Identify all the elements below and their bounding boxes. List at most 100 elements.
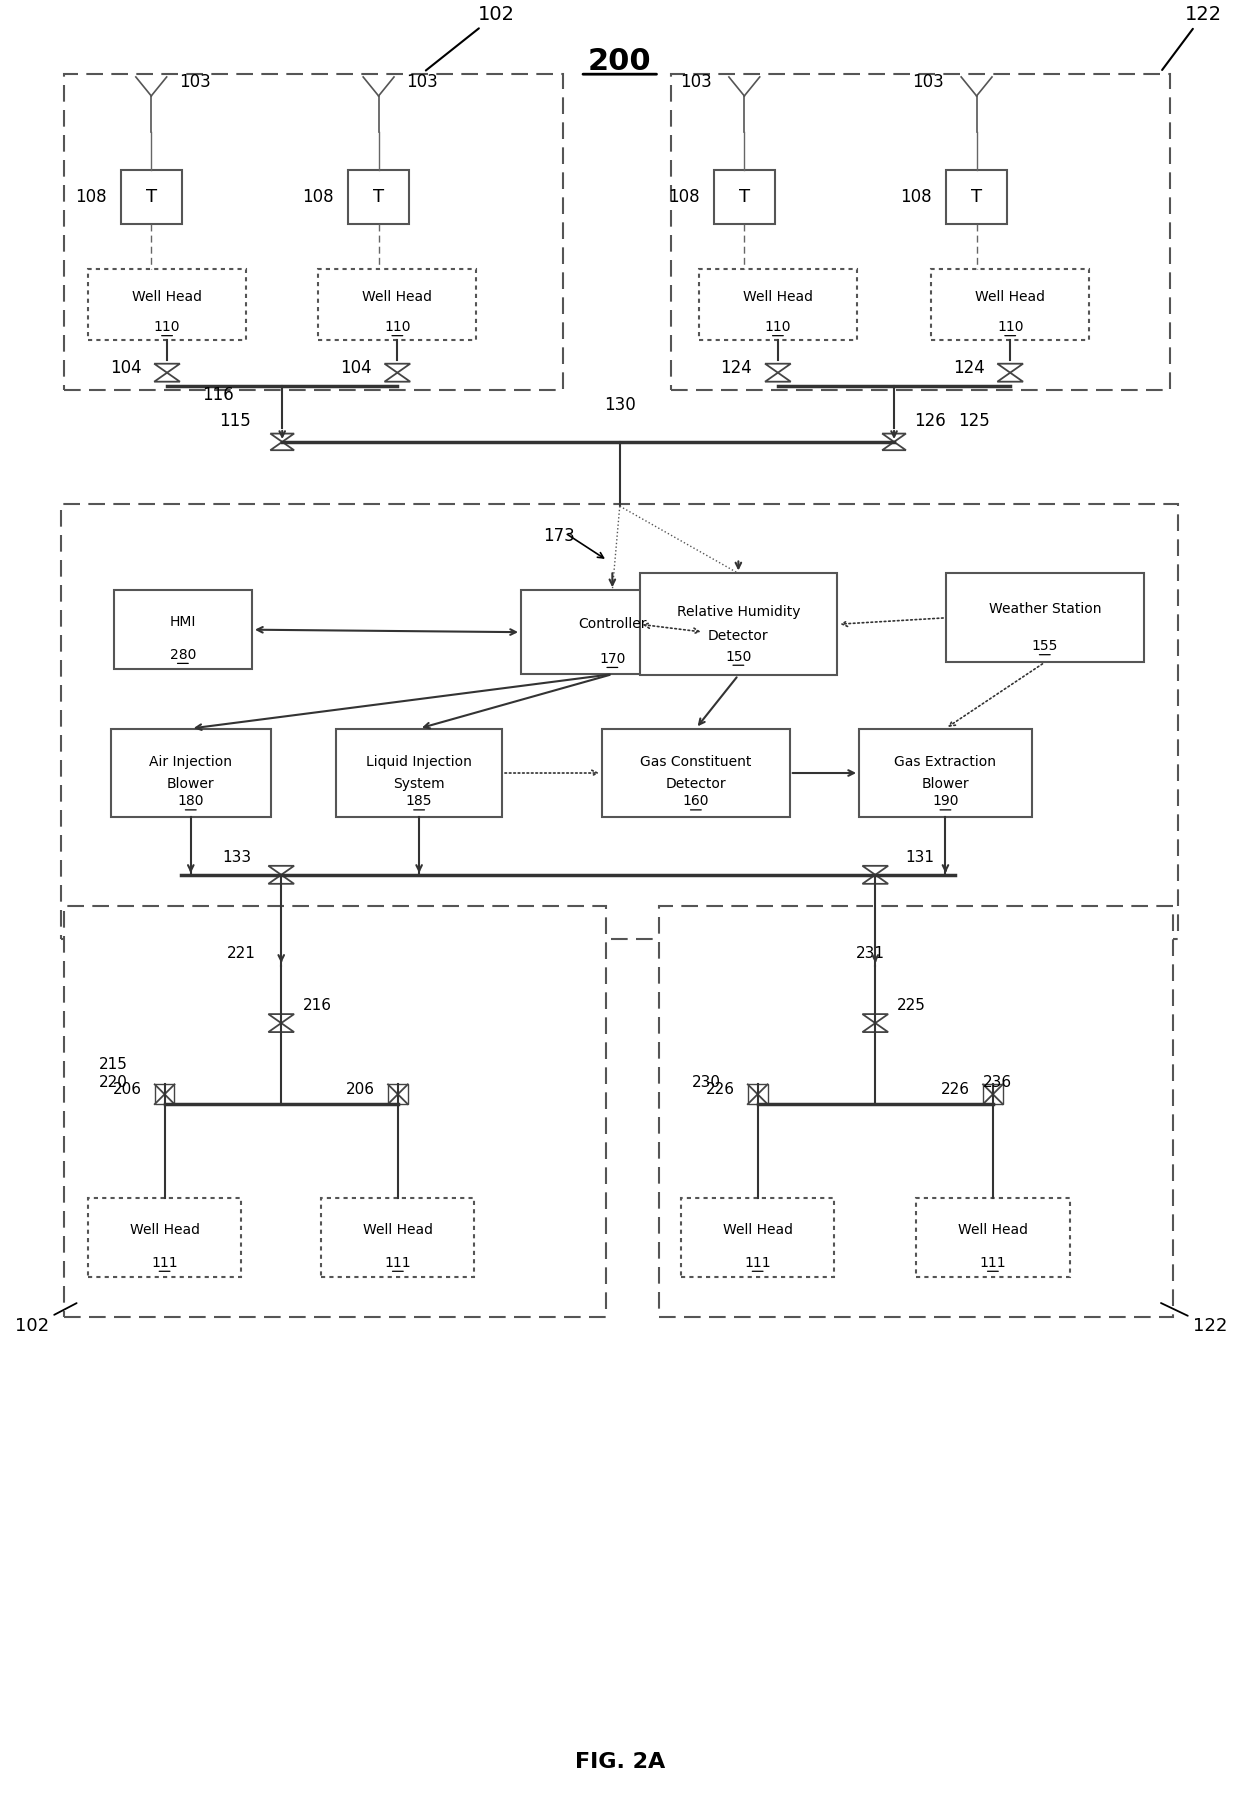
- FancyBboxPatch shape: [61, 504, 1178, 940]
- FancyBboxPatch shape: [699, 269, 857, 340]
- FancyBboxPatch shape: [88, 269, 246, 340]
- Text: 231: 231: [856, 945, 885, 962]
- FancyBboxPatch shape: [946, 171, 1007, 224]
- Text: T: T: [971, 189, 982, 205]
- FancyBboxPatch shape: [916, 1198, 1070, 1276]
- Text: Weather Station: Weather Station: [988, 602, 1101, 616]
- FancyBboxPatch shape: [671, 75, 1171, 391]
- Text: 108: 108: [900, 189, 932, 205]
- Text: 110: 110: [384, 320, 410, 335]
- FancyBboxPatch shape: [640, 573, 837, 674]
- Text: 215: 215: [99, 1056, 128, 1073]
- Text: 230: 230: [692, 1074, 720, 1089]
- Text: 103: 103: [913, 73, 944, 91]
- Text: HMI: HMI: [170, 614, 196, 629]
- Text: 220: 220: [99, 1074, 128, 1089]
- Text: Well Head: Well Head: [975, 291, 1045, 304]
- Text: Gas Extraction: Gas Extraction: [894, 754, 997, 769]
- Text: 108: 108: [303, 189, 334, 205]
- Text: 221: 221: [227, 945, 257, 962]
- Text: 122: 122: [1162, 5, 1223, 69]
- FancyBboxPatch shape: [660, 907, 1173, 1316]
- Text: 104: 104: [340, 358, 372, 376]
- Text: 103: 103: [407, 73, 438, 91]
- FancyBboxPatch shape: [601, 729, 790, 818]
- Text: 115: 115: [219, 413, 250, 431]
- Text: 110: 110: [154, 320, 180, 335]
- Text: 116: 116: [202, 385, 234, 404]
- FancyBboxPatch shape: [681, 1198, 835, 1276]
- Text: 200: 200: [588, 47, 651, 76]
- Text: 103: 103: [680, 73, 712, 91]
- Text: 190: 190: [932, 794, 959, 809]
- Text: 110: 110: [765, 320, 791, 335]
- Text: 111: 111: [744, 1256, 771, 1271]
- Text: 133: 133: [222, 849, 252, 865]
- Text: 150: 150: [725, 649, 751, 664]
- Text: 155: 155: [1032, 640, 1058, 653]
- Text: 124: 124: [952, 358, 985, 376]
- Text: 111: 111: [980, 1256, 1006, 1271]
- Text: 206: 206: [346, 1082, 374, 1096]
- Text: Well Head: Well Head: [363, 1224, 433, 1236]
- Text: 131: 131: [905, 849, 934, 865]
- Text: 102: 102: [15, 1304, 77, 1336]
- Text: 216: 216: [303, 998, 332, 1013]
- FancyBboxPatch shape: [64, 907, 606, 1316]
- Text: T: T: [145, 189, 156, 205]
- FancyBboxPatch shape: [120, 171, 182, 224]
- FancyBboxPatch shape: [348, 171, 409, 224]
- Text: 173: 173: [543, 527, 575, 545]
- FancyBboxPatch shape: [110, 729, 270, 818]
- Text: System: System: [393, 776, 445, 791]
- Text: 122: 122: [1161, 1304, 1228, 1336]
- Text: 104: 104: [109, 358, 141, 376]
- Text: Relative Humidity: Relative Humidity: [677, 605, 800, 620]
- Text: 111: 111: [151, 1256, 177, 1271]
- FancyBboxPatch shape: [336, 729, 502, 818]
- Text: Liquid Injection: Liquid Injection: [366, 754, 472, 769]
- FancyBboxPatch shape: [88, 1198, 242, 1276]
- Text: Blower: Blower: [921, 776, 970, 791]
- Text: Well Head: Well Head: [743, 291, 813, 304]
- Text: 126: 126: [914, 413, 946, 431]
- FancyBboxPatch shape: [321, 1198, 475, 1276]
- Text: 103: 103: [179, 73, 211, 91]
- FancyBboxPatch shape: [946, 573, 1143, 662]
- Text: 102: 102: [425, 5, 515, 71]
- Text: 125: 125: [959, 413, 990, 431]
- Text: 206: 206: [113, 1082, 141, 1096]
- Text: Well Head: Well Head: [957, 1224, 1028, 1236]
- Text: Well Head: Well Head: [723, 1224, 792, 1236]
- FancyBboxPatch shape: [859, 729, 1032, 818]
- Text: 110: 110: [997, 320, 1023, 335]
- Text: Well Head: Well Head: [130, 1224, 200, 1236]
- Text: 111: 111: [384, 1256, 412, 1271]
- Text: Gas Constituent: Gas Constituent: [640, 754, 751, 769]
- Text: 226: 226: [706, 1082, 734, 1096]
- Text: Air Injection: Air Injection: [149, 754, 232, 769]
- Text: 124: 124: [720, 358, 753, 376]
- Text: Well Head: Well Head: [362, 291, 433, 304]
- Text: 108: 108: [76, 189, 107, 205]
- Text: Detector: Detector: [666, 776, 727, 791]
- Text: 226: 226: [941, 1082, 970, 1096]
- Text: Detector: Detector: [708, 629, 769, 644]
- Text: 280: 280: [170, 647, 196, 662]
- Text: T: T: [739, 189, 750, 205]
- Text: 108: 108: [668, 189, 699, 205]
- Text: T: T: [373, 189, 384, 205]
- Text: 170: 170: [599, 653, 625, 665]
- Text: 180: 180: [177, 794, 205, 809]
- Text: 236: 236: [983, 1074, 1012, 1089]
- Text: Well Head: Well Head: [131, 291, 202, 304]
- Text: 185: 185: [405, 794, 433, 809]
- Text: Blower: Blower: [167, 776, 215, 791]
- Text: FIG. 2A: FIG. 2A: [574, 1751, 665, 1771]
- FancyBboxPatch shape: [64, 75, 563, 391]
- FancyBboxPatch shape: [319, 269, 476, 340]
- FancyBboxPatch shape: [114, 591, 252, 669]
- Text: 130: 130: [604, 396, 636, 415]
- Text: 160: 160: [683, 794, 709, 809]
- FancyBboxPatch shape: [521, 591, 704, 674]
